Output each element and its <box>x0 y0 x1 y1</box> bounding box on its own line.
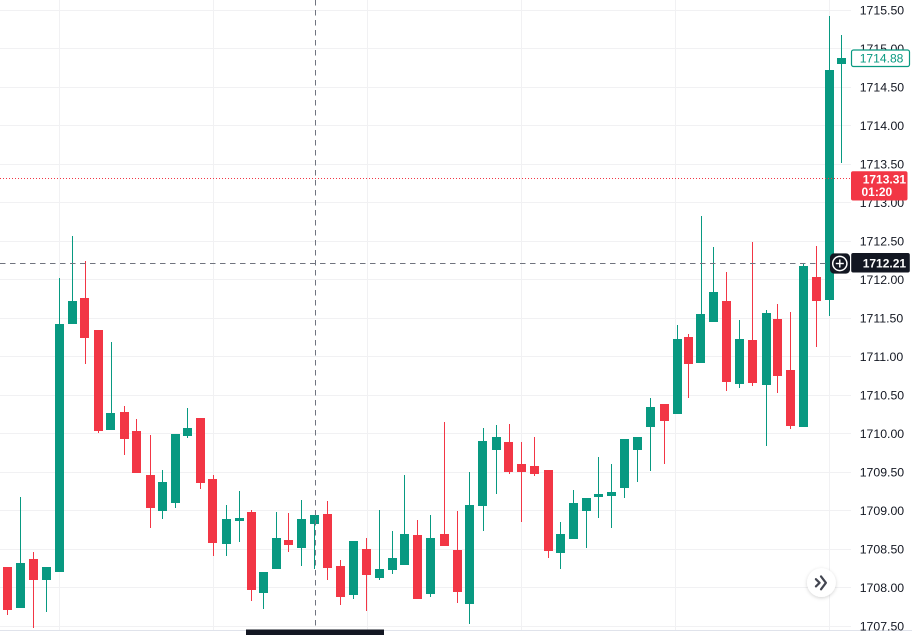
svg-text:1715.50: 1715.50 <box>860 4 905 18</box>
svg-text:1712.00: 1712.00 <box>860 273 905 287</box>
svg-text:1714.88: 1714.88 <box>860 51 904 65</box>
svg-text:1710.50: 1710.50 <box>860 389 905 403</box>
svg-text:1713.31: 1713.31 <box>863 173 907 187</box>
svg-text:1711.50: 1711.50 <box>860 312 904 326</box>
svg-text:1710.00: 1710.00 <box>860 427 905 441</box>
svg-text:1707.50: 1707.50 <box>860 620 905 634</box>
svg-text:1709.00: 1709.00 <box>860 504 905 518</box>
svg-text:1714.50: 1714.50 <box>860 81 905 95</box>
svg-text:1708.50: 1708.50 <box>860 543 905 557</box>
svg-text:1711.00: 1711.00 <box>860 350 904 364</box>
svg-text:1714.00: 1714.00 <box>860 119 905 133</box>
svg-text:1712.21: 1712.21 <box>863 256 907 270</box>
svg-text:1708.00: 1708.00 <box>860 581 905 595</box>
svg-text:1713.50: 1713.50 <box>860 158 905 172</box>
svg-text:01:20: 01:20 <box>862 185 893 199</box>
svg-text:1709.50: 1709.50 <box>860 466 905 480</box>
svg-text:1712.50: 1712.50 <box>860 235 905 249</box>
